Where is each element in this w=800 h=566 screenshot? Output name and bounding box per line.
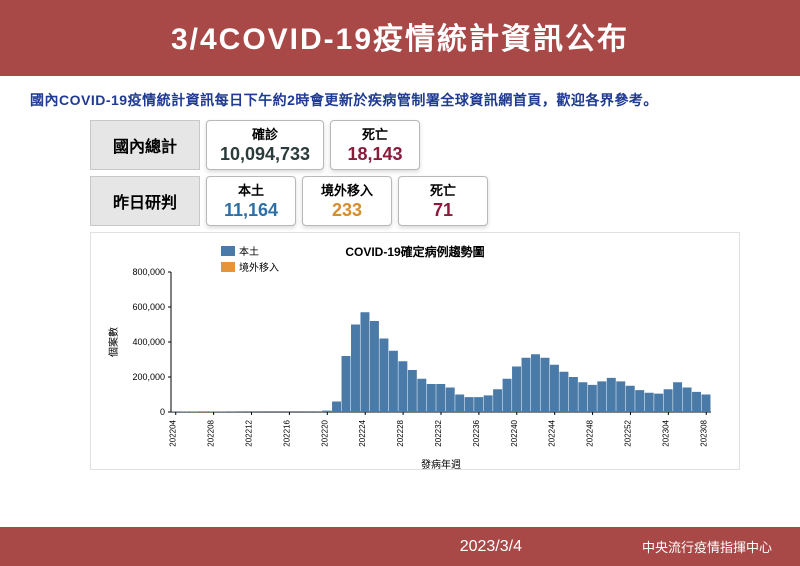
page-header: 3/4COVID-19疫情統計資訊公布 bbox=[0, 0, 800, 76]
yesterday-row: 昨日研判 本土 11,164 境外移入 233 死亡 71 bbox=[90, 176, 740, 226]
yesterday-deaths-box: 死亡 71 bbox=[398, 176, 488, 226]
svg-text:202244: 202244 bbox=[548, 419, 557, 446]
svg-text:202308: 202308 bbox=[699, 419, 708, 446]
content-area: 國內總計 確診 10,094,733 死亡 18,143 昨日研判 本土 11,… bbox=[0, 120, 800, 470]
footer-source: 中央流行疫情指揮中心 bbox=[642, 537, 772, 556]
svg-text:202224: 202224 bbox=[358, 419, 367, 446]
yesterday-label: 昨日研判 bbox=[90, 176, 200, 226]
svg-text:202248: 202248 bbox=[586, 419, 595, 446]
svg-text:200,000: 200,000 bbox=[132, 372, 165, 382]
totals-label: 國內總計 bbox=[90, 120, 200, 170]
totals-deaths-label: 死亡 bbox=[337, 124, 413, 143]
trend-chart: 0 200,000 400,000 600,000 800,000 個案數 202204 20… bbox=[101, 262, 721, 472]
svg-text:202240: 202240 bbox=[510, 419, 519, 446]
totals-confirmed-box: 確診 10,094,733 bbox=[206, 120, 324, 170]
svg-text:202232: 202232 bbox=[434, 419, 443, 446]
svg-text:400,000: 400,000 bbox=[132, 337, 165, 347]
yesterday-domestic-label: 本土 bbox=[213, 180, 289, 199]
svg-text:800,000: 800,000 bbox=[132, 267, 165, 277]
chart-title: COVID-19確定病例趨勢圖 bbox=[101, 243, 729, 260]
yesterday-imported-value: 233 bbox=[309, 200, 385, 221]
svg-text:600,000: 600,000 bbox=[132, 302, 165, 312]
totals-confirmed-value: 10,094,733 bbox=[213, 144, 317, 165]
yesterday-domestic-value: 11,164 bbox=[213, 200, 289, 221]
svg-text:202304: 202304 bbox=[661, 419, 670, 446]
legend-swatch-domestic bbox=[221, 246, 235, 256]
totals-confirmed-label: 確診 bbox=[213, 124, 317, 143]
totals-row: 國內總計 確診 10,094,733 死亡 18,143 bbox=[90, 120, 740, 170]
yesterday-domestic-box: 本土 11,164 bbox=[206, 176, 296, 226]
legend-item-domestic: 本土 bbox=[221, 243, 279, 258]
legend-label-imported: 境外移入 bbox=[239, 259, 279, 274]
yesterday-imported-label: 境外移入 bbox=[309, 180, 385, 199]
svg-text:202220: 202220 bbox=[320, 419, 329, 446]
svg-text:發病年週: 發病年週 bbox=[421, 458, 461, 471]
yesterday-imported-box: 境外移入 233 bbox=[302, 176, 392, 226]
svg-text:0: 0 bbox=[160, 407, 165, 417]
svg-text:202216: 202216 bbox=[282, 419, 291, 446]
yesterday-deaths-value: 71 bbox=[405, 200, 481, 221]
totals-deaths-value: 18,143 bbox=[337, 144, 413, 165]
page-title: 3/4COVID-19疫情統計資訊公布 bbox=[171, 23, 629, 56]
svg-text:202204: 202204 bbox=[169, 419, 178, 446]
page-footer: 2023/3/4 中央流行疫情指揮中心 bbox=[0, 527, 800, 566]
footer-date: 2023/3/4 bbox=[460, 538, 522, 556]
chart-container: 本土 境外移入 COVID-19確定病例趨勢圖 0 200,000 400,000 6… bbox=[90, 232, 740, 470]
svg-text:202208: 202208 bbox=[207, 419, 216, 446]
totals-deaths-box: 死亡 18,143 bbox=[330, 120, 420, 170]
yesterday-deaths-label: 死亡 bbox=[405, 180, 481, 199]
svg-text:202228: 202228 bbox=[396, 419, 405, 446]
legend-label-domestic: 本土 bbox=[239, 243, 259, 258]
legend-swatch-imported bbox=[221, 262, 235, 272]
svg-text:202212: 202212 bbox=[245, 419, 254, 446]
svg-text:202252: 202252 bbox=[623, 419, 632, 446]
subtitle-text: 國內COVID-19疫情統計資訊每日下午約2時會更新於疾病管制署全球資訊網首頁，… bbox=[0, 76, 800, 120]
svg-text:個案數: 個案數 bbox=[107, 327, 120, 357]
legend-item-imported: 境外移入 bbox=[221, 259, 279, 274]
chart-legend: 本土 境外移入 bbox=[221, 243, 279, 275]
svg-text:202236: 202236 bbox=[472, 419, 481, 446]
